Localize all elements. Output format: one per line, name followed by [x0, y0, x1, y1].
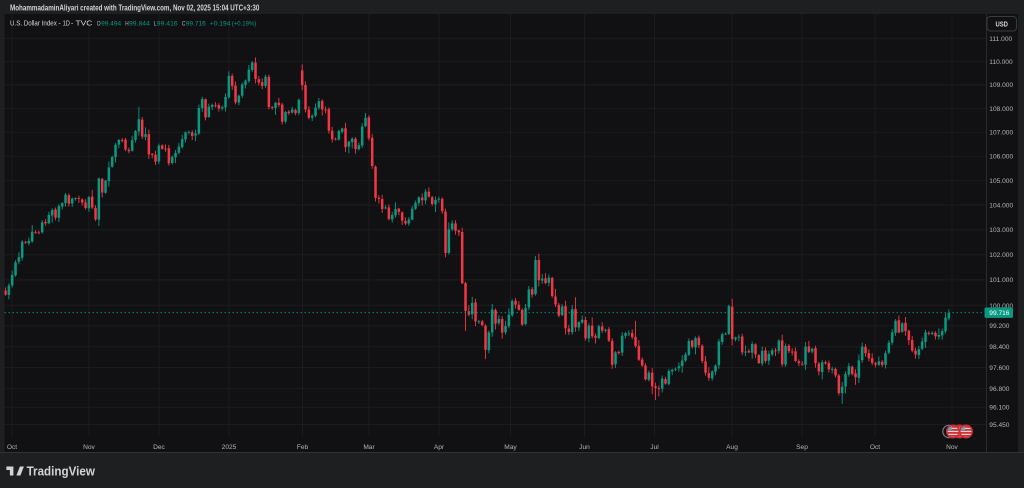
svg-text:97.600: 97.600 [989, 365, 1010, 372]
svg-text:TradingView: TradingView [27, 464, 96, 479]
svg-text:100.000: 100.000 [989, 303, 1013, 310]
svg-text:2025: 2025 [222, 444, 237, 451]
svg-text:105.000: 105.000 [989, 178, 1013, 185]
svg-text:Feb: Feb [297, 444, 309, 451]
svg-text:101.000: 101.000 [989, 277, 1013, 284]
svg-text:Dec: Dec [153, 444, 165, 451]
svg-text:1D: 1D [63, 19, 70, 28]
svg-text:U.S. Dollar Index: U.S. Dollar Index [10, 19, 57, 28]
svg-text:103.000: 103.000 [989, 227, 1013, 234]
svg-text:110.000: 110.000 [989, 59, 1013, 66]
svg-text:95.450: 95.450 [989, 422, 1010, 429]
svg-text:96.800: 96.800 [989, 386, 1010, 393]
svg-text:96.100: 96.100 [989, 405, 1010, 412]
svg-text:Aug: Aug [726, 444, 738, 451]
svg-text:(+0.19%): (+0.19%) [232, 21, 256, 28]
svg-text:-: - [71, 19, 74, 28]
svg-text:MohammadaminAliyari created wi: MohammadaminAliyari created with Trading… [10, 3, 260, 12]
svg-text:99.416: 99.416 [157, 21, 178, 28]
svg-text:99.844: 99.844 [129, 21, 150, 28]
svg-text:102.000: 102.000 [989, 252, 1013, 259]
svg-text:Jun: Jun [579, 444, 590, 451]
svg-text:USD: USD [995, 19, 1008, 28]
svg-text:May: May [504, 444, 517, 451]
svg-text:Oct: Oct [870, 444, 880, 451]
svg-text:+0.194: +0.194 [210, 21, 231, 28]
svg-text:-: - [58, 19, 61, 28]
svg-text:99.494: 99.494 [101, 21, 121, 28]
svg-text:TVC: TVC [76, 19, 93, 28]
svg-text:Apr: Apr [434, 444, 445, 451]
svg-text:98.400: 98.400 [989, 344, 1010, 351]
svg-text:Oct: Oct [7, 444, 17, 451]
svg-text:H: H [125, 21, 129, 28]
svg-text:109.000: 109.000 [989, 82, 1013, 89]
svg-text:C: C [182, 21, 186, 28]
svg-text:104.000: 104.000 [989, 202, 1013, 209]
svg-text:107.000: 107.000 [989, 130, 1013, 137]
svg-text:O: O [97, 21, 101, 28]
svg-text:106.000: 106.000 [989, 154, 1013, 161]
svg-text:108.000: 108.000 [989, 106, 1013, 113]
svg-text:Jul: Jul [650, 444, 659, 451]
svg-text:99.716: 99.716 [186, 21, 206, 28]
svg-text:Mar: Mar [363, 444, 375, 451]
svg-text:Nov: Nov [946, 444, 958, 451]
svg-text:99.716: 99.716 [989, 310, 1010, 317]
svg-text:Sep: Sep [796, 444, 808, 451]
svg-text:Nov: Nov [83, 444, 95, 451]
svg-text:111.000: 111.000 [989, 36, 1012, 43]
svg-text:99.200: 99.200 [989, 323, 1010, 330]
svg-text:L: L [154, 21, 157, 28]
